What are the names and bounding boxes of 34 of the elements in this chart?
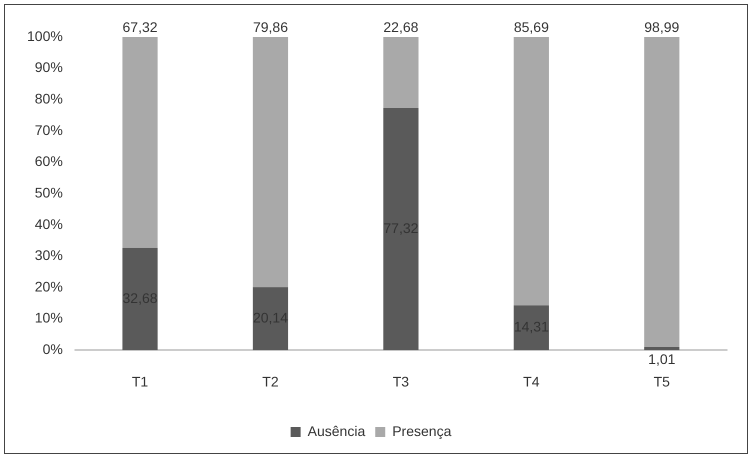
y-tick-label: 10% bbox=[34, 310, 63, 326]
y-tick-label: 20% bbox=[34, 278, 63, 294]
bar bbox=[514, 37, 549, 306]
legend-label: Presença bbox=[392, 422, 452, 439]
legend-label: Ausência bbox=[308, 422, 366, 439]
y-tick-label: 50% bbox=[34, 184, 63, 200]
data-label: 98,99 bbox=[644, 18, 680, 35]
bar bbox=[383, 108, 419, 350]
y-tick-label: 70% bbox=[34, 122, 63, 138]
bar bbox=[644, 37, 680, 348]
y-tick-label: 0% bbox=[42, 341, 63, 358]
bar bbox=[252, 37, 288, 288]
bar bbox=[252, 287, 288, 350]
data-label: 67,32 bbox=[122, 18, 158, 35]
data-label: 1,01 bbox=[648, 351, 676, 368]
y-tick-label: 100% bbox=[26, 28, 63, 44]
data-label: 22,68 bbox=[383, 18, 419, 35]
x-tick-label: T4 bbox=[523, 373, 540, 390]
y-tick-label: 60% bbox=[34, 153, 63, 170]
x-tick-label: T5 bbox=[654, 373, 670, 390]
x-tick-label: T3 bbox=[392, 373, 410, 390]
data-label: 79,86 bbox=[252, 18, 288, 35]
x-tick-label: T1 bbox=[132, 373, 148, 390]
bar bbox=[514, 305, 549, 350]
y-tick-label: 40% bbox=[34, 216, 63, 232]
y-tick-label: 80% bbox=[34, 90, 63, 106]
data-label: 85,69 bbox=[514, 18, 550, 35]
bar bbox=[644, 347, 680, 350]
x-tick-label: T2 bbox=[262, 373, 279, 390]
bar bbox=[383, 37, 419, 108]
y-tick-label: 90% bbox=[34, 59, 63, 76]
bar bbox=[122, 248, 158, 350]
y-tick-label: 30% bbox=[34, 247, 63, 264]
bar bbox=[122, 37, 158, 248]
